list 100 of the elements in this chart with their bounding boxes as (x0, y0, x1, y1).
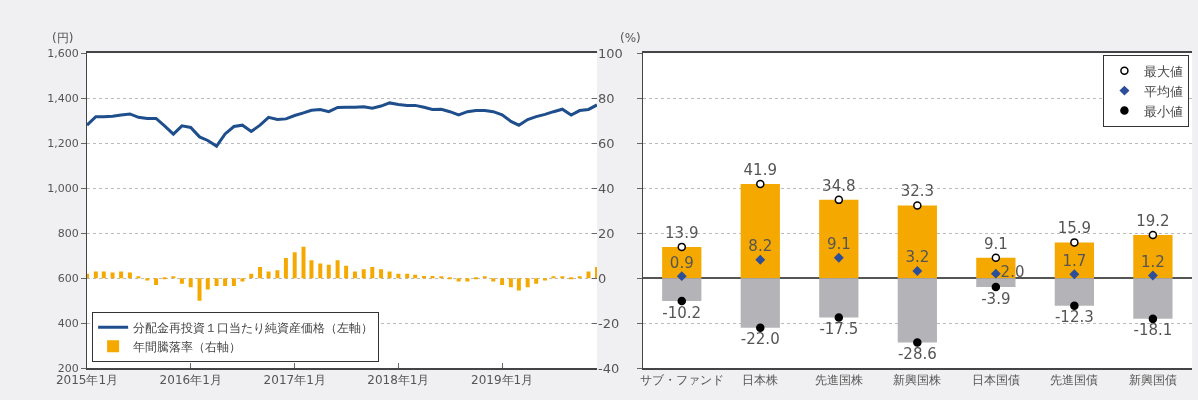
point (756, 179, 765, 189)
x-tick-label: 2015年1月 (55, 373, 119, 388)
x-tick-label: 新興国株 (893, 373, 942, 388)
data-label: 1.2 (1140, 252, 1165, 271)
y2-tick-label: 100 (597, 45, 623, 61)
bar (101, 271, 106, 279)
point (834, 195, 844, 205)
y-tick-label: 200 (57, 361, 79, 375)
bar (240, 278, 245, 282)
data-label: 8.2 (748, 237, 773, 256)
y-tick-label: 1,400 (47, 92, 79, 106)
bar (560, 276, 565, 279)
x-tick-label: 日本株 (742, 373, 779, 388)
data-label: 41.9 (743, 160, 777, 179)
data-label: -18.1 (1133, 321, 1173, 340)
y-tick-label: 400 (57, 316, 79, 330)
bar (500, 278, 505, 285)
y-tick-label: 800 (57, 227, 79, 241)
point (1070, 238, 1079, 247)
legend-label: 平均値 (1144, 83, 1184, 99)
data-label: -17.5 (819, 320, 859, 339)
bar (491, 278, 496, 282)
x-tick-label: サブ・ファンド (639, 373, 724, 388)
point (677, 242, 687, 252)
bar (819, 199, 859, 279)
point (1148, 270, 1158, 281)
bar (897, 205, 937, 279)
bar (379, 269, 384, 279)
point (1148, 314, 1158, 324)
bar (516, 278, 521, 291)
point (991, 269, 1001, 279)
legend-label: 年間騰落率（右軸） (133, 340, 242, 355)
x-tick-label: 新興国債 (1128, 373, 1177, 388)
bar (586, 271, 591, 279)
point (677, 271, 687, 281)
bar (352, 271, 357, 279)
data-label: -10.2 (662, 303, 702, 322)
x-tick-label: 日本国債 (971, 373, 1020, 388)
y2-tick-label: -20 (597, 315, 620, 331)
bar (1054, 278, 1095, 306)
point (991, 282, 1001, 292)
x-tick-label: 2017年1月 (263, 373, 326, 388)
bar (344, 265, 349, 279)
data-label: -12.3 (1054, 308, 1094, 327)
point (834, 313, 844, 322)
x-tick-label: 先進国債 (1050, 373, 1099, 388)
bar (534, 278, 539, 284)
bar (318, 263, 323, 279)
point (834, 253, 844, 263)
y2-tick-label: -40 (597, 360, 620, 376)
bar (482, 276, 487, 279)
bar (119, 271, 124, 279)
bar (569, 277, 574, 280)
bar (136, 276, 141, 279)
point (913, 201, 922, 210)
data-label: -28.6 (897, 345, 937, 364)
point (1070, 301, 1079, 311)
point (1069, 269, 1080, 279)
y-axis-title: (円) (52, 31, 74, 45)
bar (275, 270, 280, 279)
data-label: 34.8 (822, 176, 856, 195)
bar (361, 269, 366, 279)
bar (508, 278, 513, 288)
bar (127, 272, 132, 279)
x-tick-label: 先進国株 (814, 373, 863, 388)
point (1148, 230, 1158, 240)
bar (283, 257, 288, 279)
data-label: -22.0 (740, 330, 780, 349)
y-tick-label: 1,200 (47, 137, 79, 151)
data-label: -3.9 (981, 289, 1011, 308)
line-series (87, 101, 597, 148)
bar (387, 271, 392, 279)
bar (214, 278, 219, 287)
bar (292, 252, 297, 279)
bar (309, 260, 314, 279)
data-label: 1.7 (1062, 251, 1087, 270)
bar (110, 272, 115, 279)
y-axis-title: (%) (620, 31, 641, 45)
point (991, 253, 1001, 262)
bar (171, 276, 176, 279)
y2-tick-label: 60 (597, 135, 615, 151)
y-tick-label: 1,000 (47, 182, 79, 196)
y2-tick-label: 80 (597, 90, 615, 106)
bar (326, 264, 331, 279)
bar (205, 278, 210, 290)
bar (465, 278, 470, 282)
bar (335, 260, 340, 279)
y-tick-label: 1,600 (47, 47, 79, 61)
y2-tick-label: 40 (597, 180, 615, 196)
bar (456, 278, 461, 282)
bar (266, 271, 271, 279)
data-label: 15.9 (1057, 219, 1092, 238)
bar (223, 278, 228, 287)
bar (188, 278, 193, 288)
bar (179, 278, 184, 284)
legend-label: 分配金再投資１口当たり純資産価格（左軸） (133, 321, 374, 336)
legend-label: 最小値 (1144, 103, 1184, 119)
point (913, 338, 922, 347)
bar (439, 276, 444, 279)
bar (162, 277, 167, 280)
